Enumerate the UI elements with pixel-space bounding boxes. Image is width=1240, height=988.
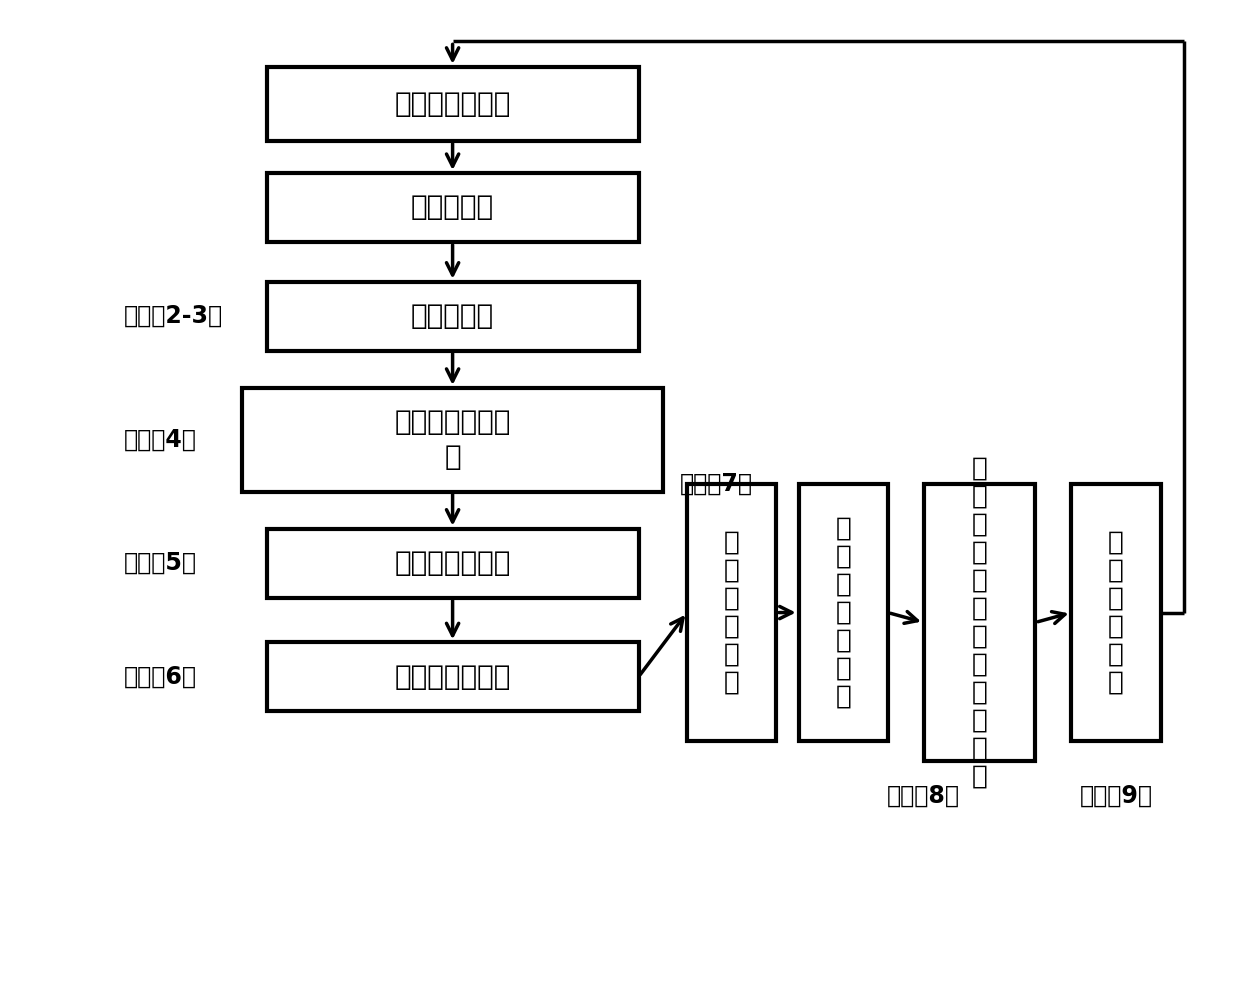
- Text: 计算过零率: 计算过零率: [410, 302, 495, 330]
- FancyBboxPatch shape: [687, 484, 776, 741]
- FancyBboxPatch shape: [267, 67, 639, 141]
- Text: 公式（7）: 公式（7）: [680, 472, 753, 496]
- Text: 数据写满缓冲区: 数据写满缓冲区: [394, 90, 511, 118]
- FancyBboxPatch shape: [267, 173, 639, 242]
- Text: 公式（4）: 公式（4）: [124, 428, 197, 452]
- Text: 计算过零率平均
值: 计算过零率平均 值: [394, 408, 511, 471]
- FancyBboxPatch shape: [267, 282, 639, 351]
- Text: 构造汉明窗: 构造汉明窗: [410, 194, 495, 221]
- FancyBboxPatch shape: [267, 529, 639, 598]
- Text: 公式（9）: 公式（9）: [1080, 783, 1152, 807]
- Text: 公式（2-3）: 公式（2-3）: [124, 304, 223, 328]
- Text: 平
滑
相
关
系
数: 平 滑 相 关 系 数: [724, 530, 739, 696]
- FancyBboxPatch shape: [799, 484, 888, 741]
- Text: 计
算
自
适
应
阈
值: 计 算 自 适 应 阈 值: [836, 516, 851, 709]
- Text: 阈
值
对
比
判
断
是
否
双
端
说
话: 阈 值 对 比 判 断 是 否 双 端 说 话: [972, 455, 987, 789]
- FancyBboxPatch shape: [242, 387, 663, 491]
- Text: 更
新
相
关
系
数: 更 新 相 关 系 数: [1109, 530, 1123, 696]
- Text: 公式（5）: 公式（5）: [124, 551, 197, 575]
- Text: 公式（8）: 公式（8）: [888, 783, 960, 807]
- Text: 计算互相关系数: 计算互相关系数: [394, 663, 511, 691]
- FancyBboxPatch shape: [267, 642, 639, 711]
- Text: 公式（6）: 公式（6）: [124, 665, 197, 689]
- FancyBboxPatch shape: [1071, 484, 1161, 741]
- FancyBboxPatch shape: [924, 484, 1035, 761]
- Text: 计算自相关系数: 计算自相关系数: [394, 549, 511, 577]
